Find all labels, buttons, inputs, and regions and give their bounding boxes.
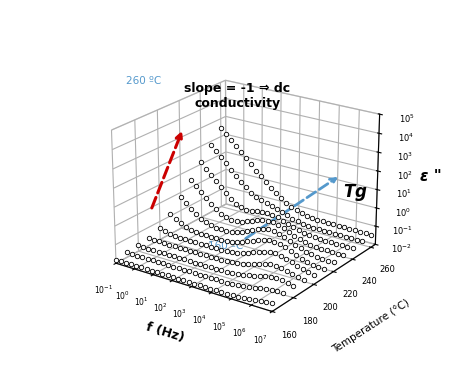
Text: slope = -1 ⇒ dc
conductivity: slope = -1 ⇒ dc conductivity bbox=[184, 82, 291, 110]
Text: 160 ºC: 160 ºC bbox=[208, 241, 243, 251]
Text: $\bfit{Tg}$: $\bfit{Tg}$ bbox=[343, 183, 368, 203]
Y-axis label: Temperature (°C): Temperature (°C) bbox=[331, 298, 412, 355]
X-axis label: f (Hz): f (Hz) bbox=[144, 321, 186, 345]
Text: 260 ºC: 260 ºC bbox=[126, 76, 161, 86]
